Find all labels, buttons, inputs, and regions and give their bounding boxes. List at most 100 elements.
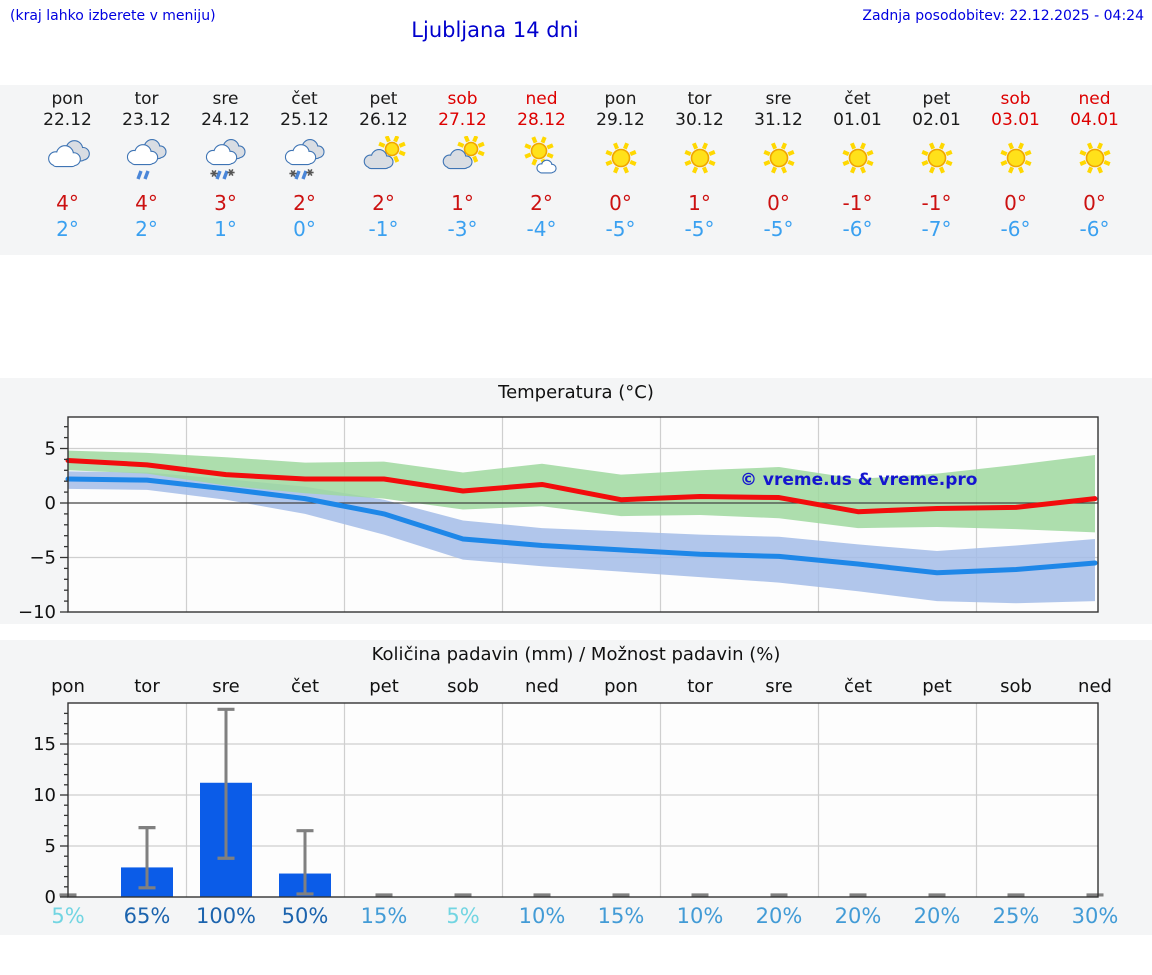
low-temp-label: -5° [684, 217, 715, 241]
day-name-label: čet [291, 89, 318, 109]
precipitation-chart-title: Količina padavin (mm) / Možnost padavin … [371, 644, 781, 665]
mostly-sunny-icon [523, 136, 557, 174]
weather-icon [279, 136, 331, 186]
day-name-label: pet [369, 89, 398, 109]
weather-icon [911, 136, 963, 186]
day-name-label: pon [51, 89, 84, 109]
sleet-icon [205, 139, 246, 180]
day-column: pet 02.01 -1° -7° [897, 85, 976, 255]
day-date-label: 29.12 [596, 110, 645, 130]
precip-probability-label: 5% [446, 904, 480, 928]
sunny-icon [604, 142, 637, 174]
sunny-icon [841, 142, 874, 174]
day-date-label: 02.01 [912, 110, 961, 130]
day-date-label: 23.12 [122, 110, 171, 130]
svg-text:10: 10 [33, 785, 56, 806]
svg-text:pet: pet [922, 676, 952, 697]
weather-icon [42, 136, 94, 186]
day-name-label: pon [604, 89, 637, 109]
sleet-icon [284, 139, 325, 180]
day-date-label: 22.12 [43, 110, 92, 130]
day-date-label: 31.12 [754, 110, 803, 130]
day-date-label: 26.12 [359, 110, 408, 130]
day-column: čet 01.01 -1° -6° [818, 85, 897, 255]
low-temp-label: -3° [447, 217, 478, 241]
low-temp-label: -7° [921, 217, 952, 241]
precip-probability-label: 25% [992, 904, 1040, 928]
high-temp-label: 4° [135, 191, 158, 215]
svg-text:sob: sob [1000, 676, 1032, 697]
weather-icon [121, 136, 173, 186]
svg-text:čet: čet [291, 676, 319, 697]
svg-text:čet: čet [844, 676, 872, 697]
location-menu-hint: (kraj lahko izberete v meniju) [10, 8, 216, 24]
low-temp-label: 2° [135, 217, 158, 241]
low-temp-label: 1° [214, 217, 237, 241]
high-temp-label: 1° [688, 191, 711, 215]
svg-text:pet: pet [369, 676, 399, 697]
day-column: pet 26.12 2° -1° [344, 85, 423, 255]
high-temp-label: 0° [767, 191, 790, 215]
low-temp-label: -4° [526, 217, 557, 241]
day-name-label: tor [134, 89, 159, 109]
day-column: tor 30.12 1° -5° [660, 85, 739, 255]
svg-text:sob: sob [447, 676, 479, 697]
svg-text:0: 0 [45, 887, 56, 908]
day-column: sre 31.12 0° -5° [739, 85, 818, 255]
day-column: sre 24.12 3° 1° [186, 85, 265, 255]
weather-icon [595, 136, 647, 186]
weather-icon [1069, 136, 1121, 186]
low-temp-label: 0° [293, 217, 316, 241]
day-name-label: pet [922, 89, 951, 109]
day-name-label: sre [212, 89, 239, 109]
low-temp-label: -6° [1000, 217, 1031, 241]
low-temp-label: -5° [763, 217, 794, 241]
day-date-label: 01.01 [833, 110, 882, 130]
precip-probability-label: 15% [360, 904, 408, 928]
precip-probability-label: 30% [1071, 904, 1119, 928]
precipitation-chart: Količina padavin (mm) / Možnost padavin … [0, 640, 1152, 935]
low-temp-label: -6° [1079, 217, 1110, 241]
high-temp-label: 0° [609, 191, 632, 215]
high-temp-label: 1° [451, 191, 474, 215]
day-date-label: 25.12 [280, 110, 329, 130]
precip-probability-label: 15% [597, 904, 645, 928]
day-date-label: 24.12 [201, 110, 250, 130]
sunny-icon [999, 142, 1032, 174]
low-temp-label: 2° [56, 217, 79, 241]
weather-icon [990, 136, 1042, 186]
day-name-label: sob [1000, 89, 1031, 109]
day-name-label: sob [447, 89, 478, 109]
sunny-icon [920, 142, 953, 174]
weather-icon [674, 136, 726, 186]
svg-text:sre: sre [212, 676, 239, 697]
weather-icon [437, 135, 489, 186]
sunny-icon [762, 142, 795, 174]
day-name-label: sre [765, 89, 792, 109]
precip-probability-label: 100% [195, 904, 257, 928]
day-column: tor 23.12 4° 2° [107, 85, 186, 255]
precip-probability-label: 20% [834, 904, 882, 928]
day-column: ned 28.12 2° -4° [502, 85, 581, 255]
svg-text:pon: pon [604, 676, 638, 697]
watermark: © vreme.us & vreme.pro [740, 470, 978, 490]
low-temp-label: -6° [842, 217, 873, 241]
sunny-icon [1078, 142, 1111, 174]
precip-probability-label: 20% [913, 904, 961, 928]
day-column: čet 25.12 2° 0° [265, 85, 344, 255]
last-update-label: Zadnja posodobitev: 22.12.2025 - 04:24 [862, 8, 1144, 24]
svg-text:tor: tor [687, 676, 713, 697]
forecast-day-strip: pon 22.12 4° 2° tor 23.12 4° 2° sre 24.12 3° 1° čet 2… [0, 85, 1152, 255]
svg-text:15: 15 [33, 734, 56, 755]
precip-probability-label: 65% [123, 904, 171, 928]
svg-text:pon: pon [51, 676, 85, 697]
high-temp-label: 0° [1004, 191, 1027, 215]
high-temp-label: 2° [293, 191, 316, 215]
day-columns: pon 22.12 4° 2° tor 23.12 4° 2° sre 24.12 3° 1° čet 2… [28, 85, 1134, 255]
day-date-label: 27.12 [438, 110, 487, 130]
day-name-label: tor [687, 89, 712, 109]
partly-cloudy-icon [363, 135, 406, 170]
temperature-chart-title: Temperatura (°C) [498, 382, 654, 403]
svg-text:5: 5 [45, 439, 56, 460]
day-name-label: ned [1078, 89, 1111, 109]
